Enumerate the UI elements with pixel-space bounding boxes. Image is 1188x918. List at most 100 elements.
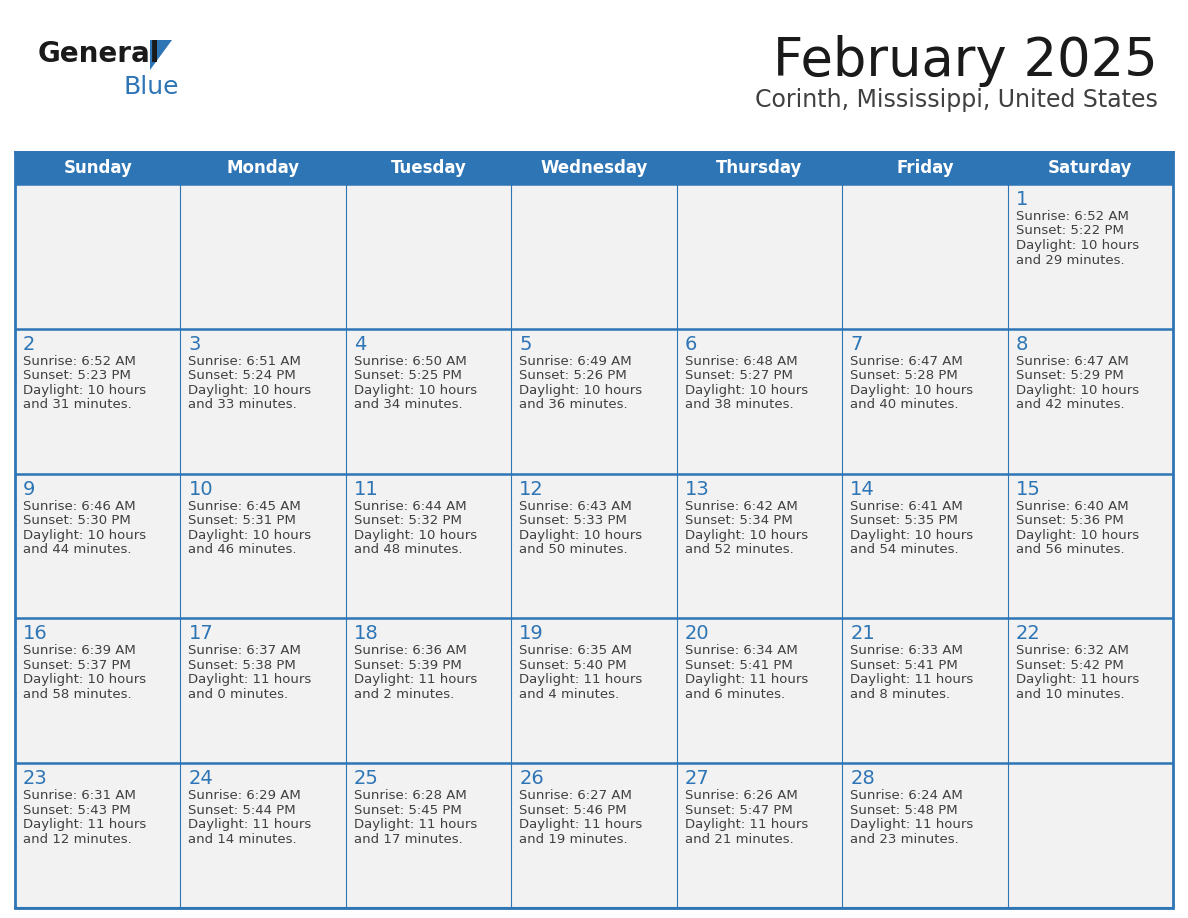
Text: Sunset: 5:45 PM: Sunset: 5:45 PM: [354, 803, 462, 817]
Bar: [677, 619, 842, 763]
Bar: [15, 329, 181, 474]
Text: 27: 27: [684, 769, 709, 789]
Bar: [677, 474, 842, 619]
Text: 15: 15: [1016, 479, 1041, 498]
Text: Sunset: 5:24 PM: Sunset: 5:24 PM: [189, 369, 296, 382]
Text: Daylight: 11 hours: Daylight: 11 hours: [519, 674, 643, 687]
Text: 1: 1: [1016, 190, 1028, 209]
Text: Daylight: 10 hours: Daylight: 10 hours: [684, 529, 808, 542]
Text: Sunset: 5:47 PM: Sunset: 5:47 PM: [684, 803, 792, 817]
Text: Sunset: 5:22 PM: Sunset: 5:22 PM: [1016, 225, 1124, 238]
Text: Daylight: 10 hours: Daylight: 10 hours: [354, 384, 478, 397]
Text: and 2 minutes.: and 2 minutes.: [354, 688, 454, 701]
Text: Sunset: 5:39 PM: Sunset: 5:39 PM: [354, 659, 462, 672]
Text: Sunset: 5:33 PM: Sunset: 5:33 PM: [519, 514, 627, 527]
Bar: [1007, 763, 1173, 908]
Bar: [511, 474, 677, 619]
Text: Sunrise: 6:31 AM: Sunrise: 6:31 AM: [23, 789, 135, 802]
Bar: [181, 619, 346, 763]
Text: and 23 minutes.: and 23 minutes.: [851, 833, 959, 845]
Text: 3: 3: [189, 335, 201, 353]
Bar: [181, 763, 346, 908]
Text: Sunrise: 6:29 AM: Sunrise: 6:29 AM: [189, 789, 302, 802]
Text: Daylight: 10 hours: Daylight: 10 hours: [851, 529, 973, 542]
Bar: [511, 763, 677, 908]
Text: Daylight: 10 hours: Daylight: 10 hours: [684, 384, 808, 397]
Text: Daylight: 11 hours: Daylight: 11 hours: [684, 674, 808, 687]
Text: Sunrise: 6:50 AM: Sunrise: 6:50 AM: [354, 354, 467, 368]
Bar: [15, 184, 181, 329]
Text: and 50 minutes.: and 50 minutes.: [519, 543, 628, 556]
Text: Daylight: 10 hours: Daylight: 10 hours: [23, 674, 146, 687]
Text: Daylight: 11 hours: Daylight: 11 hours: [354, 818, 478, 831]
Text: 17: 17: [189, 624, 213, 644]
Bar: [181, 329, 346, 474]
Text: Sunset: 5:27 PM: Sunset: 5:27 PM: [684, 369, 792, 382]
Text: Sunrise: 6:40 AM: Sunrise: 6:40 AM: [1016, 499, 1129, 512]
Text: Sunrise: 6:47 AM: Sunrise: 6:47 AM: [851, 354, 963, 368]
Text: 13: 13: [684, 479, 709, 498]
Text: Sunrise: 6:24 AM: Sunrise: 6:24 AM: [851, 789, 963, 802]
Text: Sunrise: 6:45 AM: Sunrise: 6:45 AM: [189, 499, 302, 512]
Text: 12: 12: [519, 479, 544, 498]
Text: and 46 minutes.: and 46 minutes.: [189, 543, 297, 556]
Text: and 4 minutes.: and 4 minutes.: [519, 688, 619, 701]
Text: Daylight: 10 hours: Daylight: 10 hours: [851, 384, 973, 397]
Text: Sunrise: 6:26 AM: Sunrise: 6:26 AM: [684, 789, 797, 802]
Bar: [1007, 474, 1173, 619]
Text: Daylight: 10 hours: Daylight: 10 hours: [23, 529, 146, 542]
Text: 26: 26: [519, 769, 544, 789]
Text: Sunrise: 6:42 AM: Sunrise: 6:42 AM: [684, 499, 797, 512]
Text: and 29 minutes.: and 29 minutes.: [1016, 253, 1124, 266]
Text: 8: 8: [1016, 335, 1028, 353]
Text: Daylight: 10 hours: Daylight: 10 hours: [519, 529, 643, 542]
Text: 11: 11: [354, 479, 379, 498]
Text: Sunrise: 6:33 AM: Sunrise: 6:33 AM: [851, 644, 963, 657]
Text: Wednesday: Wednesday: [541, 159, 647, 177]
Text: Daylight: 10 hours: Daylight: 10 hours: [519, 384, 643, 397]
Text: Daylight: 11 hours: Daylight: 11 hours: [189, 674, 311, 687]
Text: and 52 minutes.: and 52 minutes.: [684, 543, 794, 556]
Bar: [511, 184, 677, 329]
Text: Daylight: 11 hours: Daylight: 11 hours: [1016, 674, 1139, 687]
Text: Corinth, Mississippi, United States: Corinth, Mississippi, United States: [756, 88, 1158, 112]
Bar: [15, 619, 181, 763]
Text: Daylight: 11 hours: Daylight: 11 hours: [23, 818, 146, 831]
Text: Sunrise: 6:36 AM: Sunrise: 6:36 AM: [354, 644, 467, 657]
Text: and 17 minutes.: and 17 minutes.: [354, 833, 462, 845]
Text: Sunrise: 6:47 AM: Sunrise: 6:47 AM: [1016, 354, 1129, 368]
Text: Sunrise: 6:37 AM: Sunrise: 6:37 AM: [189, 644, 302, 657]
Text: Sunset: 5:29 PM: Sunset: 5:29 PM: [1016, 369, 1124, 382]
Text: Sunrise: 6:52 AM: Sunrise: 6:52 AM: [1016, 210, 1129, 223]
Bar: [1007, 184, 1173, 329]
Text: and 21 minutes.: and 21 minutes.: [684, 833, 794, 845]
Text: and 44 minutes.: and 44 minutes.: [23, 543, 132, 556]
Text: Blue: Blue: [124, 75, 178, 99]
Text: and 38 minutes.: and 38 minutes.: [684, 398, 794, 411]
Text: Sunrise: 6:49 AM: Sunrise: 6:49 AM: [519, 354, 632, 368]
Text: Daylight: 11 hours: Daylight: 11 hours: [851, 818, 973, 831]
Text: Sunset: 5:46 PM: Sunset: 5:46 PM: [519, 803, 627, 817]
Text: 19: 19: [519, 624, 544, 644]
Text: Daylight: 11 hours: Daylight: 11 hours: [354, 674, 478, 687]
Text: Sunset: 5:41 PM: Sunset: 5:41 PM: [851, 659, 958, 672]
Text: Sunrise: 6:34 AM: Sunrise: 6:34 AM: [684, 644, 797, 657]
Text: Sunset: 5:25 PM: Sunset: 5:25 PM: [354, 369, 462, 382]
Bar: [677, 763, 842, 908]
Text: and 54 minutes.: and 54 minutes.: [851, 543, 959, 556]
Text: Sunday: Sunday: [63, 159, 132, 177]
Text: Sunrise: 6:39 AM: Sunrise: 6:39 AM: [23, 644, 135, 657]
Text: February 2025: February 2025: [773, 35, 1158, 87]
Bar: [15, 152, 1173, 184]
Text: Sunset: 5:26 PM: Sunset: 5:26 PM: [519, 369, 627, 382]
Text: Daylight: 10 hours: Daylight: 10 hours: [354, 529, 478, 542]
Text: Daylight: 10 hours: Daylight: 10 hours: [1016, 529, 1138, 542]
Text: Daylight: 11 hours: Daylight: 11 hours: [519, 818, 643, 831]
Bar: [346, 763, 511, 908]
Text: and 0 minutes.: and 0 minutes.: [189, 688, 289, 701]
Text: Sunset: 5:40 PM: Sunset: 5:40 PM: [519, 659, 627, 672]
Text: 22: 22: [1016, 624, 1041, 644]
Bar: [15, 763, 181, 908]
Text: Sunrise: 6:41 AM: Sunrise: 6:41 AM: [851, 499, 963, 512]
Bar: [842, 184, 1007, 329]
